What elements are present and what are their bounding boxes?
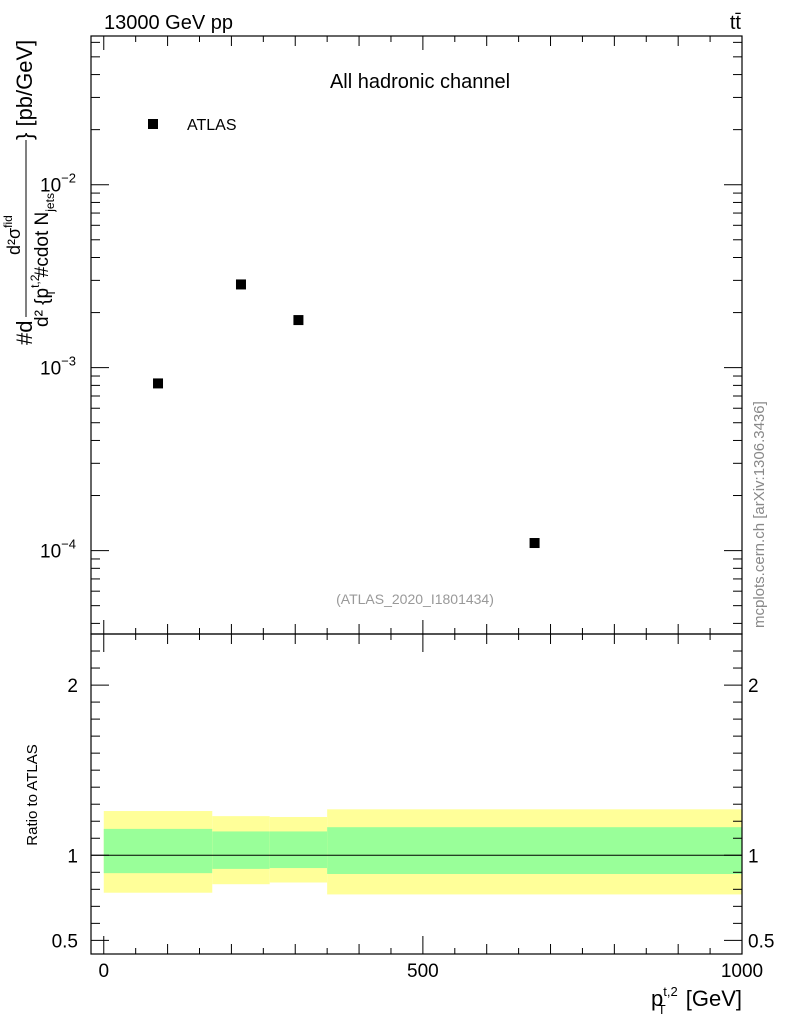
ratio-y-tick-label-left-2: 2 — [67, 676, 78, 697]
ratio-y-tick-label-right-1: 1 — [748, 846, 759, 867]
data-points — [153, 279, 540, 549]
ratio-y-tick-label-right-0: 0.5 — [748, 931, 774, 952]
x-tick-label-2: 1000 — [721, 961, 763, 982]
main-y-tick-label-2: 10−4 — [40, 537, 76, 563]
ylabel-denominator-sup: t,2 — [28, 274, 42, 288]
xlabel-main: p — [651, 986, 663, 1011]
ratio-inner-band-1 — [212, 831, 270, 869]
main-y-axis-label: #d d²σfid d² {pt,2T #cdot Njets } [pb/GeV… — [1, 40, 58, 345]
ylabel-denominator-sub: T — [44, 289, 58, 297]
analysis-label: (ATLAS_2020_I1801434) — [336, 591, 494, 607]
ylabel-numerator: d²σ — [4, 228, 24, 255]
ratio-inner-band-3 — [327, 827, 742, 874]
legend: ATLAS — [148, 117, 237, 134]
process-label: tt̄ — [730, 12, 742, 34]
chart-title: All hadronic channel — [330, 71, 510, 93]
ratio-axis-ticks — [91, 633, 743, 954]
x-axis-label: pt,2 T [GeV] — [651, 984, 742, 1017]
ylabel-denominator: d² {p — [32, 288, 53, 327]
ratio-y-axis-label: Ratio to ATLAS — [24, 744, 41, 845]
main-panel: 10−210−310−4 All hadronic channel ATLAS … — [40, 35, 743, 635]
ratio-y-tick-label-left-1: 1 — [67, 846, 78, 867]
data-point-1 — [235, 279, 246, 290]
energy-label: 13000 GeV pp — [104, 12, 233, 34]
main-axis-ticks — [91, 36, 743, 634]
svg-text:} [pb/GeV]: } [pb/GeV] — [12, 40, 37, 140]
svg-text:d²σfid: d²σfid — [1, 215, 24, 255]
ratio-inner-band-2 — [269, 831, 328, 869]
ylabel-numerator-sup: fid — [1, 215, 15, 228]
data-point-2 — [293, 315, 304, 326]
ylabel-suffix: } [pb/GeV] — [12, 40, 37, 140]
legend-label: ATLAS — [187, 117, 237, 134]
x-tick-label-1: 500 — [407, 961, 439, 982]
ratio-y-tick-label-right-2: 2 — [748, 676, 759, 697]
x-tick-label-0: 0 — [98, 961, 109, 982]
data-point-3 — [529, 538, 540, 549]
main-y-tick-label-1: 10−3 — [40, 354, 76, 380]
data-point-0 — [153, 378, 164, 389]
ratio-panel: 0.5 0.5 1 1 2 2 0 500 1000 Ratio to ATLAS — [24, 633, 775, 982]
ratio-inner-band-0 — [103, 828, 213, 874]
ratio-tick-labels: 0.5 0.5 1 1 2 2 0 500 1000 — [52, 676, 775, 982]
watermark: mcplots.cern.ch [arXiv:1306.3436] — [751, 401, 768, 628]
legend-marker — [148, 119, 158, 129]
ylabel-denominator-tail-sub: jets — [43, 193, 57, 213]
main-y-tick-labels: 10−2 10−3 10−4 — [40, 171, 76, 563]
ylabel-prefix: #d — [12, 321, 37, 345]
svg-text:#d: #d — [12, 321, 37, 345]
ratio-bands — [103, 809, 742, 895]
xlabel-sub: T — [658, 1002, 666, 1017]
ylabel-denominator-tail: #cdot N — [32, 212, 53, 277]
main-y-tick-label-0: 10−2 — [40, 171, 76, 197]
xlabel-suffix: [GeV] — [680, 986, 742, 1011]
ratio-y-tick-label-left-0: 0.5 — [52, 931, 78, 952]
ratio-plot-frame — [90, 633, 743, 955]
svg-text:d² {pt,2T#cdot Njets: d² {pt,2T #cdot Njets — [28, 193, 58, 327]
xlabel-sup: t,2 — [663, 984, 677, 999]
